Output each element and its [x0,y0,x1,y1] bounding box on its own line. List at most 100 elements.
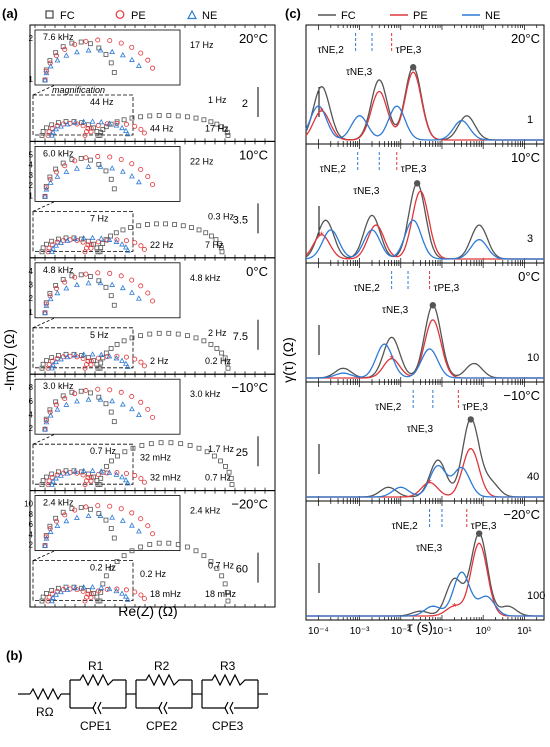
nyquist-inset-ne-marker [109,48,116,55]
nyquist-inset-pe-marker [118,40,124,46]
nyquist-fc-marker [49,238,55,244]
nyquist-inset-pe-marker [43,418,49,424]
nyquist-pe-marker [54,123,60,129]
nyquist-inset-ne-marker [129,173,135,179]
drt-tau-label: τNE,2 [375,402,402,413]
nyquist-freq-label: 32 mHz [150,473,182,483]
nyquist-fc-marker [138,544,144,550]
nyquist-fc-marker [184,333,190,339]
nyquist-pe-marker [49,242,55,248]
nyquist-inset-ne-marker [136,295,142,301]
nyquist-fc-marker [222,355,228,361]
drt-fc-peak-marker [467,416,474,423]
drt-tau-label: τNE,3 [382,305,409,316]
nyquist-inset-fc-marker [60,277,66,282]
nyquist-inset-ne-marker [43,419,50,425]
nyquist-inset-ne-marker [97,396,104,402]
drt-curve-ne [305,219,544,260]
nyquist-pe-marker [104,354,110,360]
nyquist-inset-ne-marker [74,165,80,171]
nyquist-freq-label: 0.3 Hz [208,211,235,221]
nyquist-freq-label: 7 Hz [90,213,109,223]
nyquist-fc-marker [115,453,121,459]
nyquist-fc-marker [100,581,106,587]
nyquist-inset-ne-marker [119,401,126,407]
nyquist-ne-marker [72,119,79,125]
nyquist-inset-fc-marker [78,505,84,511]
nyquist-inset-pe-marker [72,274,78,280]
drt-ylabel: γ(τ) (Ω) [280,337,296,383]
nyquist-ne-marker [64,586,71,592]
nyquist-inset-tick: 2 [29,181,34,190]
nyquist-ne-marker [113,238,120,244]
nyquist-fc-marker [63,119,69,124]
nyquist-pe-marker [54,355,60,361]
nyquist-temp-label: 20°C [239,31,268,46]
nyquist-inset-ne-marker [63,52,70,58]
nyquist-fc-marker [121,338,127,344]
nyquist-inset-pe-marker [95,503,101,509]
nyquist-freq-label: 18 mHz [205,589,237,599]
nyquist-inset-pe-marker [43,68,49,74]
nyquist-fc-marker [98,245,104,251]
nyquist-fc-marker [121,117,127,123]
nyquist-inset-ne-marker [136,411,142,418]
nyquist-fc-marker [63,351,69,357]
nyquist-pe-marker [46,478,52,484]
nyquist-inset-ne-marker [54,57,61,63]
nyquist-inset-pe-marker [53,518,59,524]
nyquist-magnify-link [32,84,56,96]
nyquist-inset-pe-marker [72,391,78,397]
nyquist-inset-pe-marker [145,523,151,529]
nyquist-inset-ne-marker [74,514,80,520]
circuit-rc-block: R2 CPE2 [135,659,202,733]
circuit-r-label: R2 [154,659,170,673]
nyquist-freq-label: 0.2 Hz [90,563,117,573]
nyquist-ne-marker [50,478,56,484]
nyquist-inset-fc-marker [111,535,117,541]
nyquist-inset-ne-marker [109,397,116,404]
nyquist-fc-marker [208,559,214,564]
nyquist-inset-fc-marker [103,168,109,174]
nyquist-inset-fc-marker [87,390,93,396]
nyquist-fc-marker [218,458,223,464]
nyquist-inset-pe-marker [118,506,124,512]
nyquist-temp-label: −10°C [231,380,268,395]
nyquist-ne-marker [119,241,125,247]
nyquist-inset-pe-marker [83,271,89,277]
nyquist-fc-marker [156,540,162,546]
nyquist-fc-marker [40,594,46,600]
nyquist-fc-marker [49,588,55,593]
nyquist-fc-marker [114,559,120,564]
legend-left: FC PE NE [45,9,217,22]
nyquist-fc-marker [136,223,142,229]
drt-scale-label: 100 [527,590,545,602]
nyquist-inset-ne-marker [47,528,54,534]
nyquist-inset-ne-marker [74,398,80,404]
nyquist-ne-marker [80,584,87,590]
nyquist-inset-pe-marker [145,406,151,412]
nyquist-inset-fc-marker [103,52,109,57]
nyquist-fc-marker [208,341,214,347]
nyquist-freq-label: 0.7 Hz [208,561,235,571]
nyquist-ne-marker [89,584,96,590]
drt-panel-4: −20°C 100 * τNE,2 τNE,3 τPE,3 [305,500,545,621]
nyquist-pe-marker [114,353,120,359]
nyquist-inset-fc-marker [111,419,117,425]
nyquist-pe-marker [138,476,144,482]
nyquist-pe-marker [132,240,138,246]
nyquist-inset-fc-marker [108,293,114,299]
nyquist-inset-ne-marker [43,69,50,76]
circuit-rc-block: R1 CPE1 [69,659,136,733]
nyquist-inset-pe-marker [145,174,151,180]
nyquist-inset-fc-marker [60,509,66,515]
nyquist-fc-marker [175,542,181,547]
nyquist-inset-pe-marker [150,65,156,71]
nyquist-fc-marker [224,130,230,135]
nyquist-fc-marker [85,588,91,593]
nyquist-inset-fc-marker [69,506,75,512]
nyquist-inset-fc-marker [69,157,75,162]
nyquist-fc-marker [85,122,91,128]
nyquist-freq-label: 22 Hz [150,240,174,250]
nyquist-ne-marker [53,591,59,597]
